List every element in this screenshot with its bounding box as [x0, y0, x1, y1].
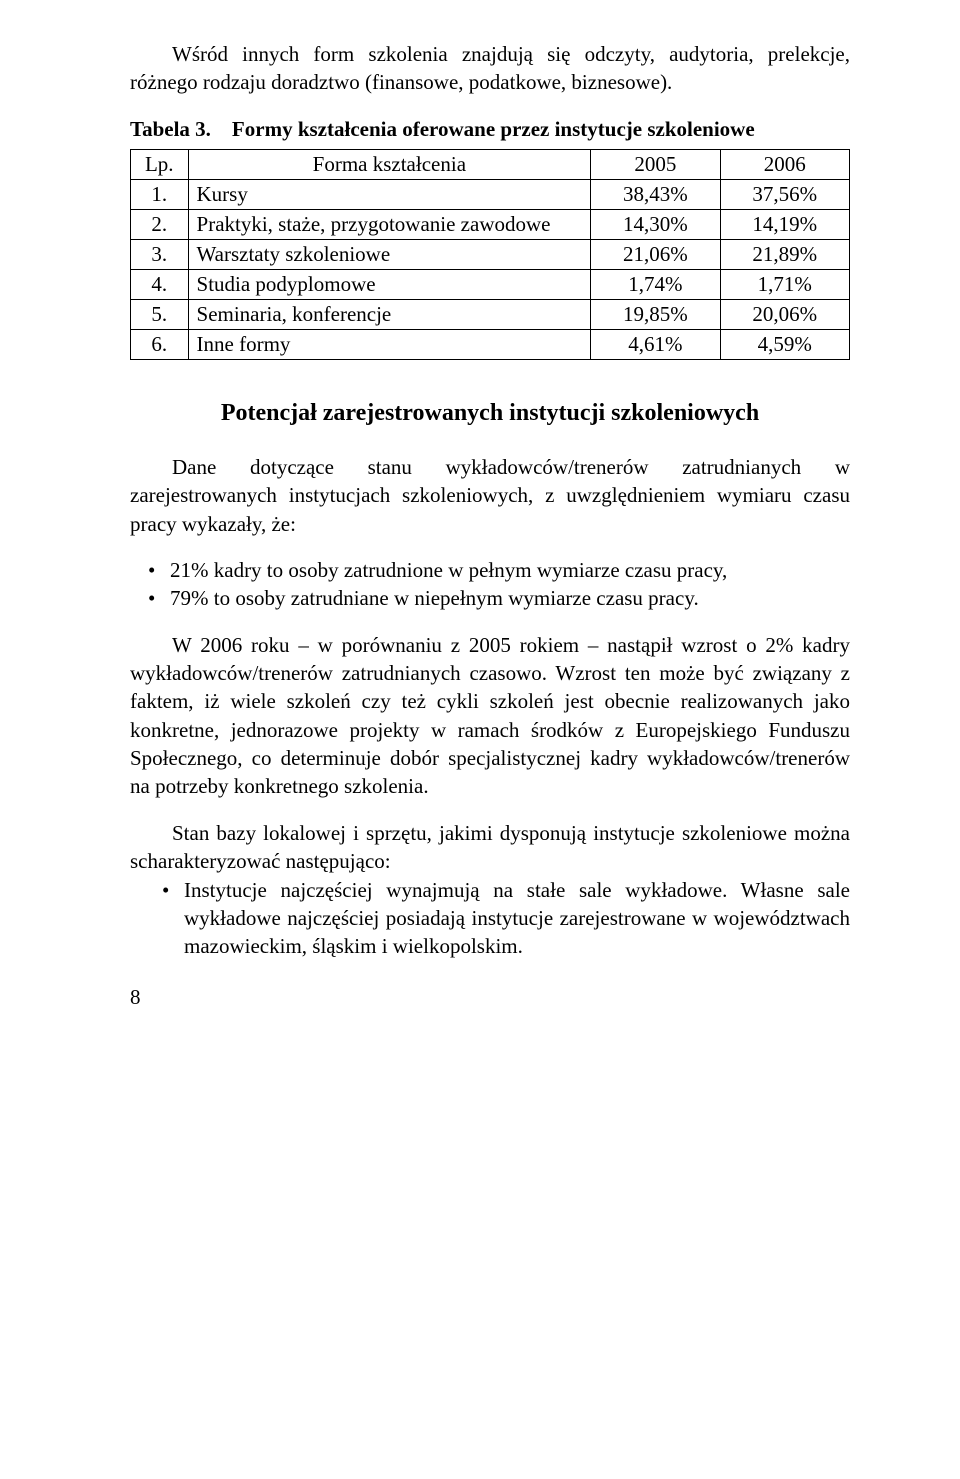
cell-name: Kursy: [188, 180, 591, 210]
cell-2006: 37,56%: [720, 180, 849, 210]
list-item: 79% to osoby zatrudniane w niepełnym wym…: [148, 584, 850, 612]
cell-lp: 3.: [131, 240, 189, 270]
table-row: 6. Inne formy 4,61% 4,59%: [131, 330, 850, 360]
page-number: 8: [130, 985, 850, 1010]
th-lp: Lp.: [131, 150, 189, 180]
table-title: Formy kształcenia oferowane przez instyt…: [232, 117, 755, 141]
bullet-list-2: Instytucje najczęściej wynajmują na stał…: [130, 876, 850, 961]
bullet-list-1: 21% kadry to osoby zatrudnione w pełnym …: [130, 556, 850, 613]
table-label: Tabela 3.: [130, 117, 211, 141]
cell-name: Inne formy: [188, 330, 591, 360]
table-row: 2. Praktyki, staże, przygotowanie zawodo…: [131, 210, 850, 240]
cell-2005: 19,85%: [591, 300, 720, 330]
th-2006: 2006: [720, 150, 849, 180]
section-para-3: Stan bazy lokalowej i sprzętu, jakimi dy…: [130, 819, 850, 876]
cell-2005: 14,30%: [591, 210, 720, 240]
section-para-2: W 2006 roku – w porównaniu z 2005 rokiem…: [130, 631, 850, 801]
table-caption: Tabela 3. Formy kształcenia oferowane pr…: [130, 115, 850, 143]
cell-lp: 5.: [131, 300, 189, 330]
table-header-row: Lp. Forma kształcenia 2005 2006: [131, 150, 850, 180]
table-row: 4. Studia podyplomowe 1,74% 1,71%: [131, 270, 850, 300]
cell-2006: 21,89%: [720, 240, 849, 270]
cell-lp: 4.: [131, 270, 189, 300]
th-2005: 2005: [591, 150, 720, 180]
section-para-1: Dane dotyczące stanu wykładowców/treneró…: [130, 453, 850, 538]
table-row: 3. Warsztaty szkoleniowe 21,06% 21,89%: [131, 240, 850, 270]
cell-2006: 14,19%: [720, 210, 849, 240]
cell-2005: 4,61%: [591, 330, 720, 360]
cell-name: Seminaria, konferencje: [188, 300, 591, 330]
cell-2005: 21,06%: [591, 240, 720, 270]
cell-lp: 2.: [131, 210, 189, 240]
table-row: 1. Kursy 38,43% 37,56%: [131, 180, 850, 210]
table-forms: Lp. Forma kształcenia 2005 2006 1. Kursy…: [130, 149, 850, 360]
cell-lp: 1.: [131, 180, 189, 210]
cell-name: Studia podyplomowe: [188, 270, 591, 300]
intro-paragraph: Wśród innych form szkolenia znajdują się…: [130, 40, 850, 97]
cell-name: Warsztaty szkoleniowe: [188, 240, 591, 270]
list-item: Instytucje najczęściej wynajmują na stał…: [162, 876, 850, 961]
list-item: 21% kadry to osoby zatrudnione w pełnym …: [148, 556, 850, 584]
cell-2005: 38,43%: [591, 180, 720, 210]
cell-2006: 20,06%: [720, 300, 849, 330]
page: Wśród innych form szkolenia znajdują się…: [0, 0, 960, 1050]
section-heading: Potencjał zarejestrowanych instytucji sz…: [130, 400, 850, 427]
cell-2006: 4,59%: [720, 330, 849, 360]
cell-lp: 6.: [131, 330, 189, 360]
table-row: 5. Seminaria, konferencje 19,85% 20,06%: [131, 300, 850, 330]
cell-2005: 1,74%: [591, 270, 720, 300]
th-name: Forma kształcenia: [188, 150, 591, 180]
cell-name: Praktyki, staże, przygotowanie zawodowe: [188, 210, 591, 240]
cell-2006: 1,71%: [720, 270, 849, 300]
